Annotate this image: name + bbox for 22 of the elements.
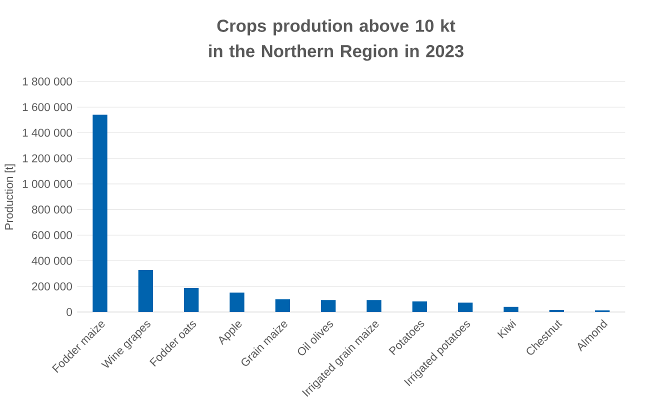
bar [230, 292, 244, 312]
y-tick-label: 1 200 000 [22, 154, 72, 162]
y-tick-label: 400 000 [32, 256, 72, 265]
bar [275, 299, 290, 312]
chart-title: Crops prodution above 10 kt in the Northern Region in 2023 [209, 19, 464, 61]
y-tick-label: 1 000 000 [22, 180, 72, 188]
y-tick-label: 600 000 [32, 231, 72, 240]
bar [138, 270, 153, 312]
y-tick-label: 1 400 000 [22, 128, 72, 137]
y-tick-label: 0 [66, 308, 72, 316]
bar [184, 288, 199, 312]
y-tick-label: 1 600 000 [22, 103, 72, 112]
bar [92, 114, 108, 312]
bar [504, 306, 518, 312]
y-axis-title: Production [t] [4, 164, 16, 230]
bar [321, 300, 336, 312]
bar [366, 300, 382, 312]
bar [412, 301, 427, 312]
y-tick-label: 800 000 [32, 206, 72, 214]
y-tick-label: 1 800 000 [22, 77, 72, 86]
bar [458, 302, 473, 312]
y-tick-label: 200 000 [32, 282, 72, 290]
